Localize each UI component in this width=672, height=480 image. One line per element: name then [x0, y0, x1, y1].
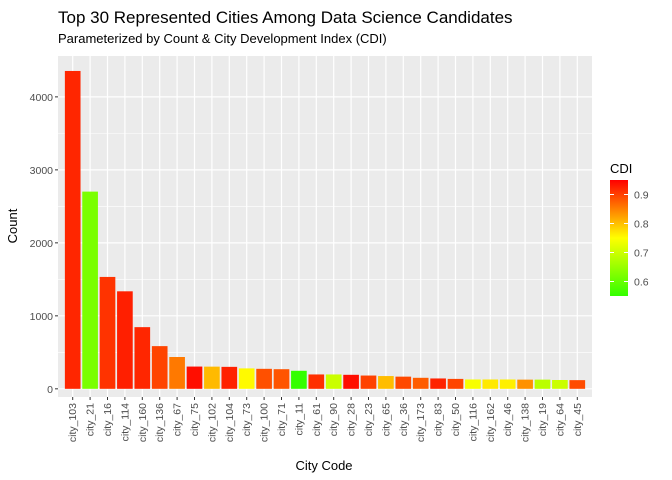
x-tick-label: city_50 — [450, 403, 462, 436]
bar-city-71 — [273, 369, 290, 389]
x-tick-label: city_83 — [433, 403, 445, 436]
x-tick-label: city_73 — [241, 403, 253, 436]
bar-city-104 — [221, 366, 238, 389]
x-tick-label: city_19 — [537, 403, 549, 436]
x-tick-label: city_100 — [259, 403, 271, 442]
x-tick-label: city_173 — [415, 403, 427, 442]
bar-city-102 — [204, 366, 220, 389]
bar-city-16 — [99, 276, 116, 389]
x-tick-label: city_21 — [85, 403, 97, 436]
bar-city-50 — [447, 378, 464, 389]
bar-city-64 — [552, 379, 568, 389]
x-tick-label: city_71 — [276, 403, 288, 436]
y-axis: 0 1000 2000 3000 4000 — [30, 92, 58, 396]
bar-city-114 — [117, 291, 133, 389]
bar-city-21 — [82, 191, 98, 389]
x-tick-label: city_28 — [346, 403, 358, 436]
x-tick-label: city_64 — [554, 403, 566, 436]
x-tick-label: city_162 — [485, 403, 497, 442]
x-tick-label: city_16 — [102, 403, 114, 436]
bar-city-61 — [308, 374, 325, 389]
x-tick-label: city_160 — [137, 403, 149, 442]
x-tick-label: city_116 — [467, 403, 479, 441]
bars — [64, 70, 586, 389]
bar-city-28 — [343, 374, 359, 389]
x-tick-label: city_45 — [572, 403, 584, 436]
x-tick-label: city_36 — [398, 403, 410, 436]
bar-city-83 — [430, 378, 446, 389]
x-tick-label: city_103 — [67, 403, 79, 442]
bar-city-103 — [64, 70, 81, 389]
x-tick-label: city_65 — [380, 403, 392, 436]
bar-city-90 — [325, 374, 342, 389]
bar-city-73 — [238, 368, 255, 389]
legend-tick-label: 0.8 — [634, 219, 649, 231]
x-tick-label: city_67 — [172, 403, 184, 436]
color-legend: CDI 0.6 0.7 0.8 0.9 — [610, 161, 649, 296]
x-tick-label: city_114 — [119, 403, 131, 441]
legend-title: CDI — [610, 161, 632, 176]
bar-city-67 — [169, 357, 185, 389]
x-tick-label: city_102 — [206, 403, 218, 442]
x-tick-label: city_136 — [154, 403, 166, 442]
legend-ticks: 0.6 0.7 0.8 0.9 — [610, 190, 649, 289]
legend-colorbar — [610, 180, 628, 296]
x-tick-label: city_75 — [189, 403, 201, 436]
y-axis-title: Count — [5, 208, 20, 243]
chart-title: Top 30 Represented Cities Among Data Sci… — [58, 8, 513, 27]
y-tick-label: 2000 — [30, 238, 54, 250]
bar-city-75 — [186, 366, 203, 389]
y-tick-label: 1000 — [30, 311, 54, 323]
bar-city-19 — [534, 379, 551, 389]
legend-tick-label: 0.6 — [634, 277, 649, 289]
bar-city-162 — [482, 379, 499, 389]
bar-city-46 — [499, 379, 516, 389]
bar-city-173 — [412, 377, 429, 389]
bar-city-11 — [291, 370, 307, 389]
bar-city-23 — [360, 375, 377, 389]
x-axis-title: City Code — [295, 458, 352, 473]
legend-tick-label: 0.7 — [634, 248, 649, 260]
bar-city-45 — [569, 380, 586, 389]
x-tick-label: city_23 — [363, 403, 375, 436]
x-tick-label: city_104 — [224, 403, 236, 442]
bar-city-65 — [378, 376, 394, 389]
bar-city-36 — [395, 376, 412, 389]
chart-subtitle: Parameterized by Count & City Developmen… — [58, 31, 387, 46]
y-tick-label: 4000 — [30, 92, 54, 104]
y-tick-label: 0 — [47, 384, 53, 396]
x-tick-label: city_11 — [293, 403, 305, 436]
x-tick-label: city_61 — [311, 403, 323, 436]
legend-tick-label: 0.9 — [634, 190, 649, 202]
y-tick-label: 3000 — [30, 165, 54, 177]
bar-city-138 — [517, 379, 533, 389]
x-tick-label: city_138 — [520, 403, 532, 442]
x-tick-label: city_90 — [328, 403, 340, 436]
bar-city-100 — [256, 368, 272, 389]
bar-city-116 — [465, 379, 481, 389]
bar-city-160 — [134, 327, 151, 389]
bar-city-136 — [151, 346, 168, 389]
x-axis: city_103 city_21 city_16 city_114 city_160 ci… — [67, 397, 584, 442]
x-tick-label: city_46 — [502, 403, 514, 436]
